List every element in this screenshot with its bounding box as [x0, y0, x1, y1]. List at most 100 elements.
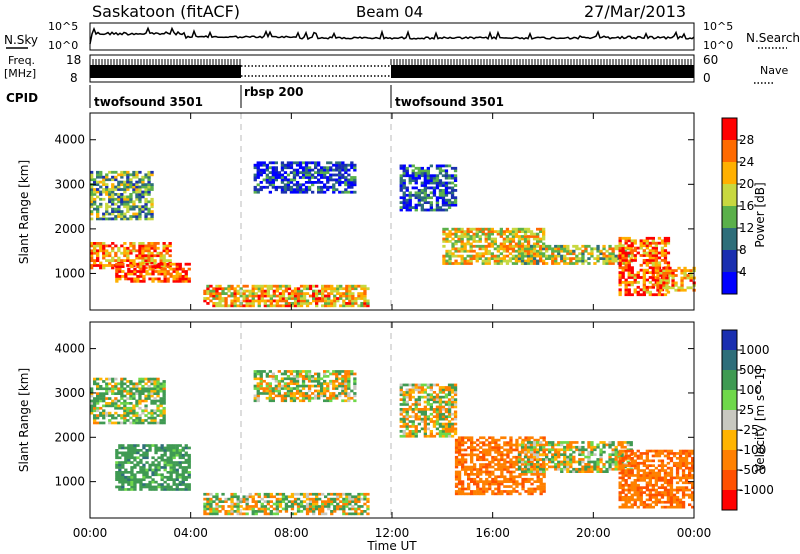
echo-cell [175, 275, 179, 278]
echo-cell [475, 259, 479, 263]
echo-cell [347, 190, 351, 194]
echo-cell [320, 185, 324, 189]
echo-cell [126, 185, 130, 189]
echo-cell [444, 410, 449, 414]
echo-cell [487, 242, 491, 246]
echo-cell [447, 434, 452, 438]
echo-cell [509, 475, 513, 479]
echo-cell [120, 170, 124, 174]
echo-cell [414, 403, 418, 406]
echo-cell [326, 389, 330, 393]
echo-cell [469, 257, 473, 260]
echo-cell [666, 251, 671, 255]
echo-cell [654, 249, 658, 252]
echo-cell [473, 473, 477, 476]
echo-cell [289, 370, 294, 373]
echo-cell [517, 443, 522, 447]
echo-cell [417, 386, 421, 389]
echo-cell [590, 247, 594, 251]
echo-cell [305, 497, 310, 501]
echo-cell [451, 242, 455, 246]
echo-cell [435, 393, 440, 397]
echo-cell [536, 448, 540, 452]
echo-cell [96, 251, 100, 255]
echo-cell [138, 197, 142, 201]
echo-cell [138, 188, 142, 191]
echo-cell [514, 259, 519, 263]
echo-cell [114, 382, 118, 386]
echo-cell [563, 445, 567, 449]
echo-cell [414, 415, 418, 418]
echo-cell [326, 166, 330, 170]
echo-cell [260, 284, 264, 288]
echo-cell [203, 289, 207, 293]
echo-cell [129, 402, 133, 405]
echo-cell [280, 387, 285, 390]
echo-cell [402, 400, 406, 404]
echo-cell [512, 463, 516, 466]
echo-cell [138, 249, 142, 253]
echo-cell [269, 500, 273, 503]
echo-cell [659, 288, 663, 292]
echo-cell [102, 411, 106, 415]
echo-cell [156, 389, 160, 393]
echo-cell [117, 246, 121, 250]
echo-cell [453, 184, 458, 187]
echo-cell [139, 270, 143, 273]
echo-cell [184, 262, 188, 266]
echo-cell [154, 277, 158, 281]
echo-cell [335, 387, 339, 390]
echo-cell [320, 389, 324, 393]
echo-cell [441, 405, 446, 409]
echo-cell [354, 500, 358, 503]
echo-cell [144, 185, 148, 189]
echo-cell [162, 249, 166, 253]
echo-cell [150, 215, 154, 218]
echo-cell [236, 304, 240, 308]
echo-cell [435, 208, 440, 212]
echo-cell [602, 470, 606, 473]
echo-cell [426, 179, 430, 182]
echo-cell [563, 458, 567, 461]
echo-cell [144, 215, 148, 218]
echo-cell [411, 391, 415, 394]
echo-cell [117, 197, 121, 201]
echo-cell [563, 254, 567, 258]
echo-cell [224, 287, 228, 291]
echo-cell [296, 302, 301, 305]
echo-cell [491, 482, 495, 486]
echo-cell [521, 480, 525, 483]
echo-cell [304, 161, 309, 165]
echo-cell [215, 492, 219, 496]
echo-cell [324, 502, 328, 506]
echo-cell [102, 397, 106, 400]
echo-cell [529, 235, 534, 238]
echo-cell [551, 247, 555, 251]
echo-cell [402, 193, 406, 197]
echo-cell [209, 289, 213, 293]
echo-cell [126, 175, 130, 179]
echo-cell [268, 166, 272, 170]
echo-cell [209, 299, 213, 303]
echo-cell [445, 249, 449, 253]
echo-cell [665, 279, 669, 282]
echo-cell [245, 497, 249, 501]
echo-cell [605, 262, 609, 265]
echo-cell [442, 237, 446, 241]
echo-cell [457, 460, 462, 464]
echo-cell [435, 203, 440, 207]
echo-cell [441, 203, 446, 207]
echo-cell [121, 483, 125, 486]
echo-cell [142, 466, 146, 469]
echo-cell [283, 171, 288, 174]
echo-cell [484, 235, 488, 238]
echo-cell [517, 235, 522, 238]
echo-cell [520, 252, 525, 256]
echo-cell [120, 212, 124, 216]
echo-cell [304, 394, 309, 398]
echo-cell [253, 166, 257, 170]
echo-cell [521, 438, 525, 442]
echo-cell [411, 174, 415, 178]
echo-cell [408, 430, 412, 433]
echo-cell [93, 399, 97, 403]
